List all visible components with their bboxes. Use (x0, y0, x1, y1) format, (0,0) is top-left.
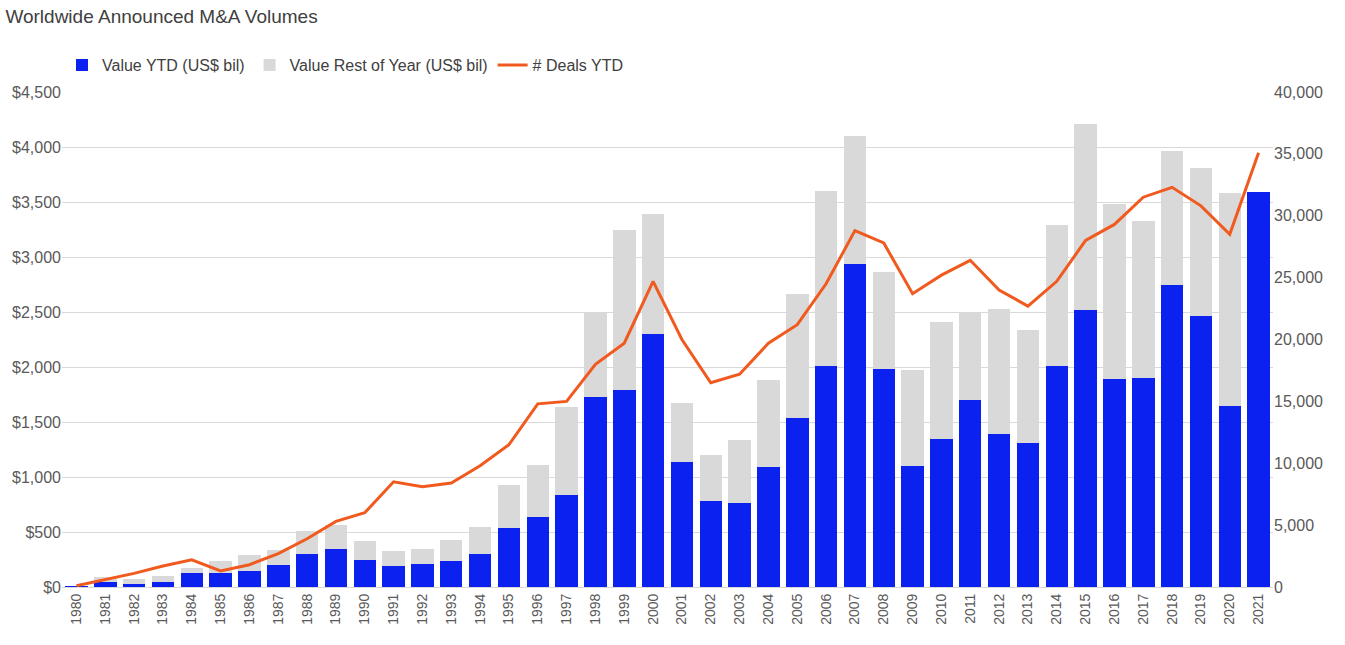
svg-text:15,000: 15,000 (1274, 393, 1323, 410)
svg-text:1998: 1998 (587, 593, 603, 624)
svg-text:2004: 2004 (760, 593, 776, 624)
svg-text:40,000: 40,000 (1274, 84, 1323, 101)
svg-text:1989: 1989 (327, 593, 343, 624)
svg-text:2020: 2020 (1221, 593, 1237, 624)
svg-text:$1,500: $1,500 (12, 414, 61, 431)
svg-text:2003: 2003 (731, 593, 747, 624)
svg-text:1982: 1982 (126, 593, 142, 624)
svg-text:2021: 2021 (1250, 593, 1266, 624)
svg-text:1986: 1986 (241, 593, 257, 624)
svg-text:1987: 1987 (270, 593, 286, 624)
svg-text:1985: 1985 (212, 593, 228, 624)
svg-text:1991: 1991 (385, 593, 401, 624)
svg-text:1994: 1994 (472, 593, 488, 624)
svg-text:1996: 1996 (529, 593, 545, 624)
svg-text:35,000: 35,000 (1274, 145, 1323, 162)
svg-text:1988: 1988 (299, 593, 315, 624)
svg-text:2005: 2005 (789, 593, 805, 624)
svg-text:1983: 1983 (154, 593, 170, 624)
svg-text:$0: $0 (43, 579, 61, 596)
svg-text:2016: 2016 (1106, 593, 1122, 624)
svg-text:5,000: 5,000 (1274, 517, 1314, 534)
svg-text:2000: 2000 (645, 593, 661, 624)
svg-text:$3,500: $3,500 (12, 194, 61, 211)
svg-text:2011: 2011 (962, 593, 978, 623)
svg-text:30,000: 30,000 (1274, 207, 1323, 224)
svg-text:1993: 1993 (443, 593, 459, 624)
svg-text:2010: 2010 (933, 593, 949, 624)
svg-text:1992: 1992 (414, 593, 430, 624)
svg-text:1981: 1981 (97, 593, 113, 624)
svg-text:10,000: 10,000 (1274, 455, 1323, 472)
svg-text:Value YTD (US$ bil): Value YTD (US$ bil) (102, 57, 245, 74)
svg-text:2001: 2001 (673, 593, 689, 624)
svg-text:2017: 2017 (1135, 593, 1151, 624)
svg-text:$3,000: $3,000 (12, 249, 61, 266)
svg-text:1980: 1980 (68, 593, 84, 624)
svg-text:$500: $500 (25, 524, 61, 541)
svg-text:$4,500: $4,500 (12, 84, 61, 101)
svg-text:2019: 2019 (1192, 593, 1208, 624)
svg-text:1999: 1999 (616, 593, 632, 624)
svg-text:1990: 1990 (356, 593, 372, 624)
svg-text:1997: 1997 (558, 593, 574, 624)
svg-text:2018: 2018 (1164, 593, 1180, 624)
svg-text:1995: 1995 (500, 593, 516, 624)
svg-text:0: 0 (1274, 579, 1283, 596)
svg-text:$4,000: $4,000 (12, 139, 61, 156)
svg-text:2007: 2007 (846, 593, 862, 624)
svg-text:2014: 2014 (1048, 593, 1064, 624)
svg-text:Value Rest of Year (US$ bil): Value Rest of Year (US$ bil) (290, 57, 488, 74)
svg-text:# Deals YTD: # Deals YTD (533, 57, 623, 74)
svg-text:$2,000: $2,000 (12, 359, 61, 376)
svg-text:2002: 2002 (702, 593, 718, 624)
svg-text:2012: 2012 (991, 593, 1007, 624)
svg-text:2013: 2013 (1019, 593, 1035, 624)
svg-text:$2,500: $2,500 (12, 304, 61, 321)
svg-text:1984: 1984 (183, 593, 199, 624)
svg-text:Worldwide Announced M&A Volume: Worldwide Announced M&A Volumes (5, 6, 317, 27)
svg-text:2006: 2006 (818, 593, 834, 624)
svg-text:2015: 2015 (1077, 593, 1093, 624)
svg-text:25,000: 25,000 (1274, 269, 1323, 286)
svg-text:20,000: 20,000 (1274, 331, 1323, 348)
svg-text:2009: 2009 (904, 593, 920, 624)
svg-text:$1,000: $1,000 (12, 469, 61, 486)
svg-text:2008: 2008 (875, 593, 891, 624)
